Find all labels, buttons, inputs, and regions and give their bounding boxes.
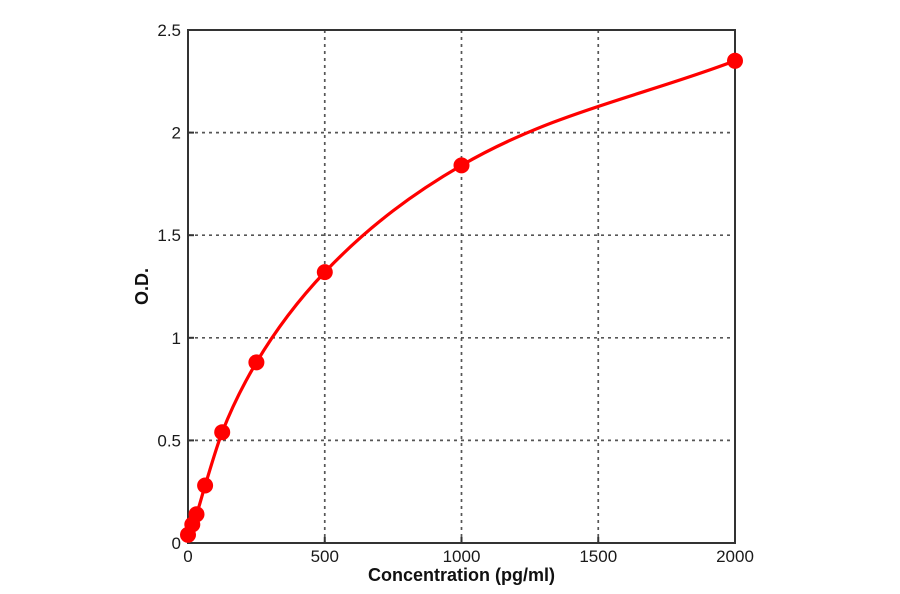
x-axis-title: Concentration (pg/ml) <box>368 565 555 585</box>
data-point-marker <box>316 264 333 281</box>
data-point-marker <box>453 157 470 174</box>
data-point-marker <box>188 506 205 523</box>
x-tick-label: 0 <box>183 547 192 566</box>
x-tick-label: 1000 <box>443 547 481 566</box>
x-tick-label: 2000 <box>716 547 754 566</box>
y-tick-label: 2 <box>172 124 181 143</box>
data-point-marker <box>197 477 214 494</box>
y-tick-label: 1 <box>172 329 181 348</box>
data-point-marker <box>248 354 265 371</box>
data-point-marker <box>214 424 231 441</box>
y-axis-title: O.D. <box>132 268 152 305</box>
axis-frame <box>187 29 736 544</box>
y-tick-label: 0.5 <box>157 431 181 450</box>
x-tick-label: 1500 <box>579 547 617 566</box>
x-tick-label: 500 <box>311 547 339 566</box>
data-point-marker <box>727 52 743 69</box>
y-tick-label: 2.5 <box>157 21 181 40</box>
y-tick-label: 1.5 <box>157 226 181 245</box>
y-tick-label: 0 <box>172 534 181 553</box>
